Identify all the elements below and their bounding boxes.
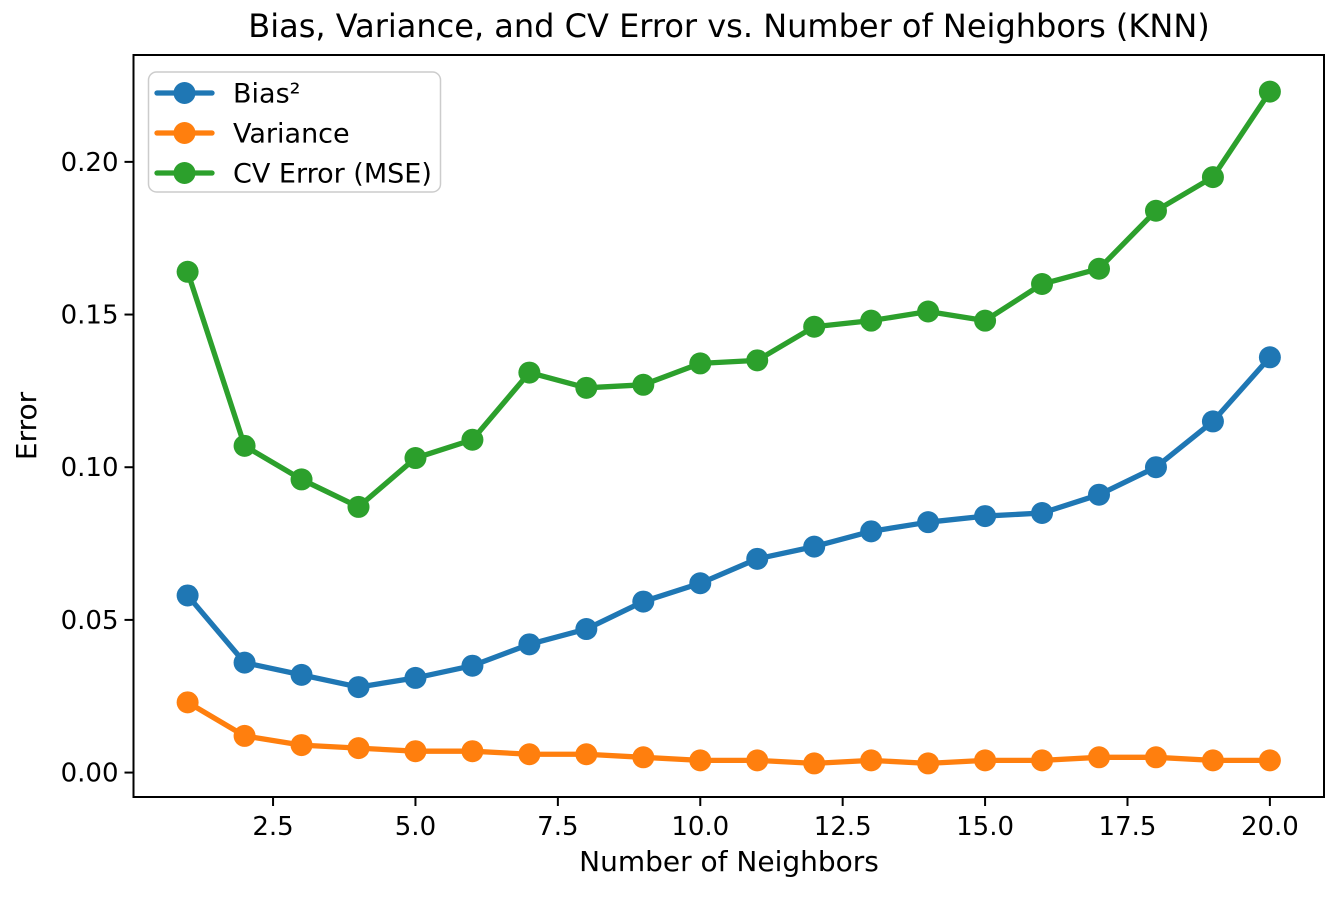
x-tick-label: 12.5 <box>814 812 872 842</box>
data-point-variance <box>803 752 826 775</box>
data-point-variance <box>1201 749 1224 772</box>
data-point-cv-error <box>917 300 940 323</box>
legend-label-bias-squared: Bias² <box>233 79 300 110</box>
data-point-variance <box>575 743 598 766</box>
data-point-cv-error <box>746 349 769 372</box>
data-point-variance <box>290 734 313 757</box>
data-point-cv-error <box>461 428 484 451</box>
data-point-bias-squared <box>860 520 883 543</box>
data-point-bias-squared <box>689 572 712 595</box>
data-point-variance <box>404 740 427 763</box>
data-point-bias-squared <box>974 505 997 528</box>
data-point-bias-squared <box>746 547 769 570</box>
plot-area: 2.5 5.0 7.5 10.0 12.5 15.0 17.5 20.0 0.00 0.05 0.1… <box>61 54 1325 842</box>
y-tick-label: 0.15 <box>61 301 119 331</box>
data-point-variance <box>176 691 199 714</box>
data-point-cv-error <box>290 468 313 491</box>
x-tick-label: 5.0 <box>395 812 436 842</box>
data-point-variance <box>1144 746 1167 769</box>
x-tick-label: 15.0 <box>956 812 1014 842</box>
legend-marker-bias-squared <box>173 82 196 104</box>
data-point-bias-squared <box>233 651 256 674</box>
y-tick-label: 0.10 <box>61 453 119 483</box>
data-point-cv-error <box>176 260 199 283</box>
data-point-bias-squared <box>404 666 427 689</box>
y-tick-label: 0.00 <box>61 759 119 789</box>
data-point-variance <box>347 737 370 760</box>
chart-title: Bias, Variance, and CV Error vs. Number … <box>248 7 1210 45</box>
data-point-cv-error <box>233 434 256 457</box>
data-point-cv-error <box>632 373 655 396</box>
data-point-cv-error <box>575 376 598 399</box>
data-point-bias-squared <box>803 535 826 558</box>
data-point-variance <box>689 749 712 772</box>
data-point-bias-squared <box>1258 346 1281 369</box>
legend-label-cv-error: CV Error (MSE) <box>233 159 432 190</box>
data-point-cv-error <box>1144 199 1167 222</box>
plot-border <box>132 54 1325 798</box>
data-point-bias-squared <box>1031 502 1054 525</box>
x-tick-label: 2.5 <box>252 812 293 842</box>
data-point-bias-squared <box>176 584 199 607</box>
data-point-variance <box>860 749 883 772</box>
data-point-cv-error <box>404 447 427 470</box>
data-point-variance <box>1031 749 1054 772</box>
data-point-bias-squared <box>632 590 655 613</box>
x-axis-label: Number of Neighbors <box>579 845 879 878</box>
x-tick-label: 7.5 <box>537 812 578 842</box>
data-point-variance <box>1258 749 1281 772</box>
data-point-variance <box>917 752 940 775</box>
data-point-cv-error <box>689 352 712 375</box>
data-point-bias-squared <box>518 633 541 656</box>
data-point-cv-error <box>860 309 883 332</box>
data-point-cv-error <box>347 495 370 518</box>
data-point-variance <box>233 724 256 747</box>
x-tick-label: 17.5 <box>1099 812 1157 842</box>
data-point-cv-error <box>518 361 541 384</box>
data-point-variance <box>746 749 769 772</box>
legend-box <box>147 71 442 193</box>
y-tick-label: 0.05 <box>61 606 119 636</box>
x-tick-label: 10.0 <box>671 812 729 842</box>
data-point-cv-error <box>1201 166 1224 189</box>
data-point-bias-squared <box>575 618 598 641</box>
data-point-bias-squared <box>290 663 313 686</box>
data-point-variance <box>974 749 997 772</box>
data-point-bias-squared <box>917 511 940 534</box>
data-point-cv-error <box>974 309 997 332</box>
series-line-bias-squared <box>184 354 1273 690</box>
data-point-bias-squared <box>347 676 370 699</box>
legend-marker-variance <box>173 122 196 144</box>
data-point-bias-squared <box>1201 410 1224 433</box>
data-point-bias-squared <box>1088 483 1111 506</box>
x-tick-label: 20.0 <box>1241 812 1299 842</box>
data-point-cv-error <box>1088 257 1111 280</box>
data-point-bias-squared <box>1144 456 1167 479</box>
y-axis-label: Error <box>10 391 43 460</box>
data-point-bias-squared <box>461 654 484 677</box>
data-point-cv-error <box>803 315 826 338</box>
data-point-variance <box>518 743 541 766</box>
data-point-cv-error <box>1258 80 1281 103</box>
data-point-variance <box>461 740 484 763</box>
data-point-variance <box>1088 746 1111 769</box>
data-point-cv-error <box>1031 273 1054 296</box>
legend-marker-cv-error <box>173 162 196 184</box>
data-point-variance <box>632 746 655 769</box>
legend: Bias² Variance CV Error (MSE) <box>147 71 442 193</box>
legend-label-variance: Variance <box>233 119 350 150</box>
y-tick-label: 0.20 <box>61 148 119 178</box>
